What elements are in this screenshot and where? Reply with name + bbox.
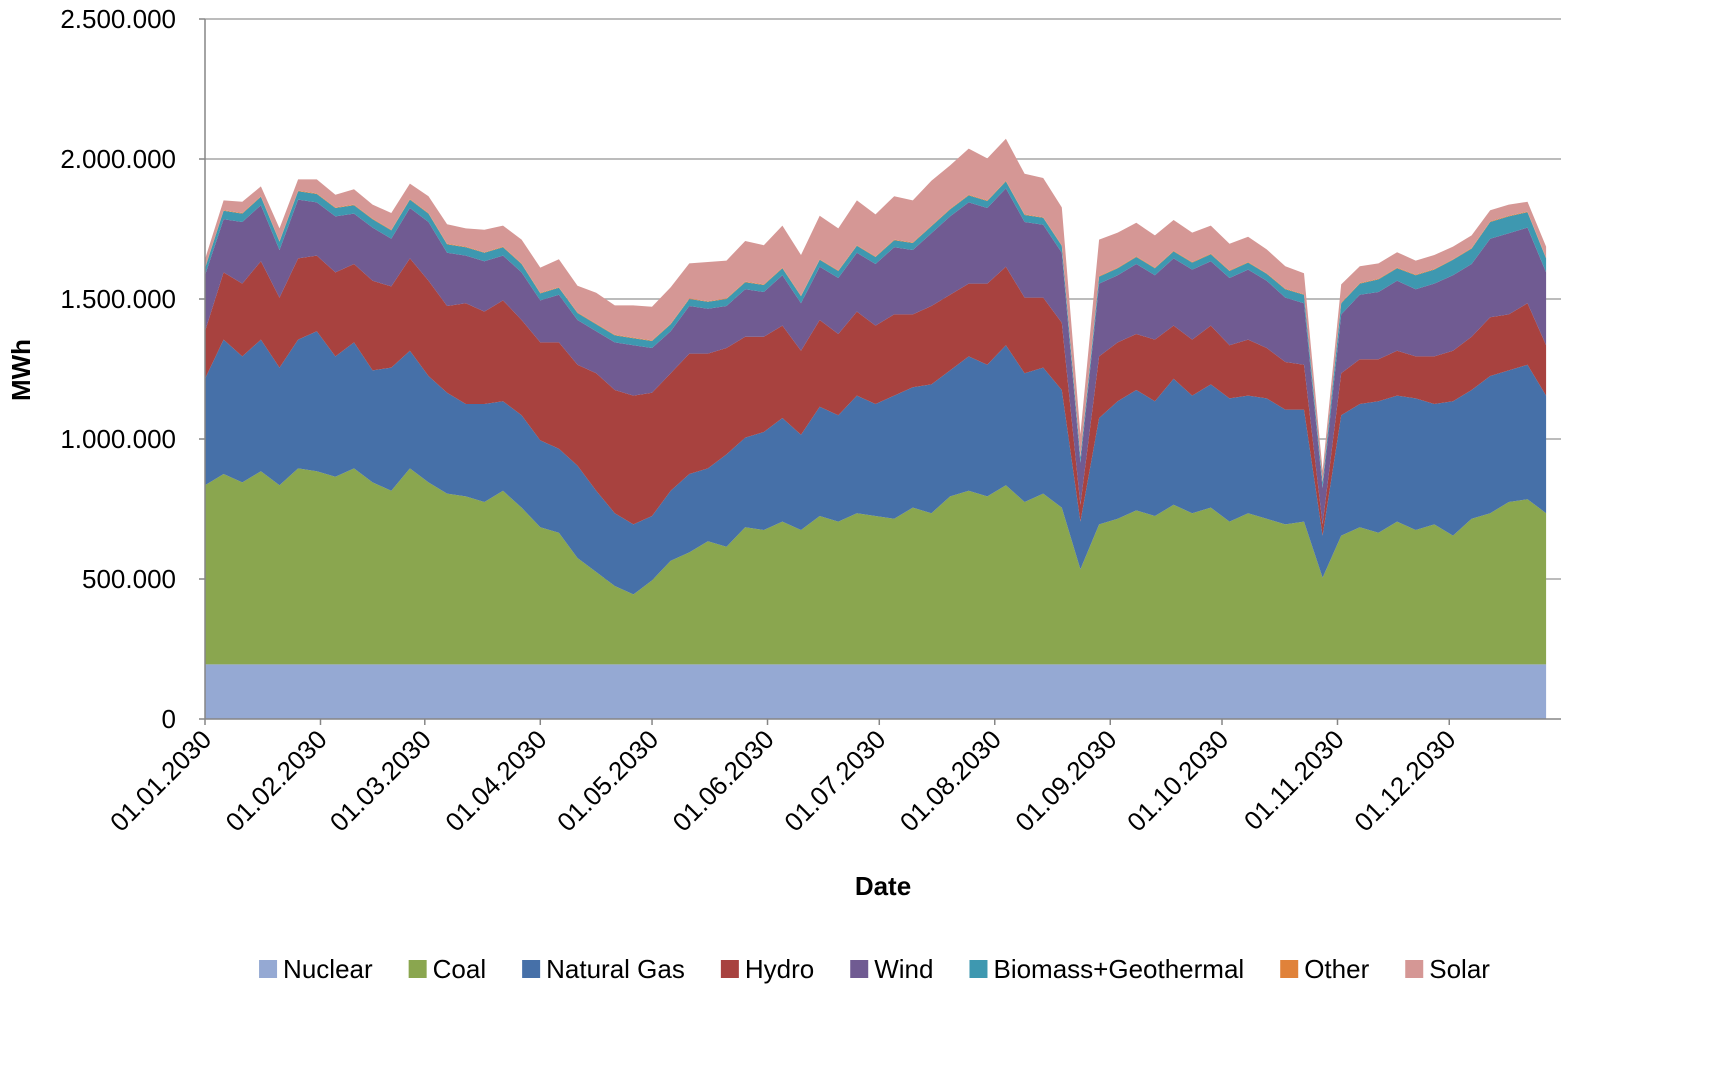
x-tick-label: 01.03.2030 [324,724,437,837]
x-axis-title: Date [855,871,911,901]
x-tick-label: 01.08.2030 [894,724,1007,837]
legend-label: Coal [433,954,486,984]
legend-swatch [408,960,427,978]
y-tick-label: 1.000.000 [60,424,176,454]
y-tick-label: 2.500.000 [60,4,176,34]
x-tick-label: 01.05.2030 [551,724,664,837]
x-tick-label: 01.09.2030 [1009,724,1122,837]
y-tick-label: 2.000.000 [60,144,176,174]
x-tick-label: 01.04.2030 [439,724,552,837]
legend-swatch [720,960,739,978]
x-tick-label: 01.06.2030 [667,724,780,837]
legend-item: Nuclear [259,954,373,984]
area [205,181,1547,488]
legend-label: Hydro [745,954,814,984]
x-tick-label: 01.12.2030 [1348,724,1461,837]
legend-label: Solar [1429,954,1490,984]
legend-item: Solar [1405,954,1490,984]
y-tick-label: 0 [162,704,176,734]
legend-label: Natural Gas [546,954,685,984]
legend-swatch [522,960,541,978]
axes [199,18,1561,725]
x-tick-label: 01.07.2030 [778,724,891,837]
area [205,468,1547,665]
area [205,664,1547,719]
legend-label: Nuclear [283,954,373,984]
legend-item: Natural Gas [522,954,685,984]
legend-label: Other [1304,954,1369,984]
legend-label: Wind [874,954,933,984]
legend-swatch [259,960,278,978]
y-tick-label: 1.500.000 [60,284,176,314]
areas [205,138,1547,719]
legend: Nuclear Coal Natural Gas Hydro Wind Biomass+G… [259,954,1490,984]
legend-swatch [1405,960,1424,978]
x-tick-label: 01.11.2030 [1238,724,1350,836]
legend-swatch [969,960,988,978]
x-tick-label: 01.02.2030 [219,724,332,837]
x-tick-label: 01.01.2030 [104,724,217,837]
legend-item: Biomass+Geothermal [969,954,1244,984]
legend-item: Hydro [720,954,814,984]
legend-item: Other [1280,954,1370,984]
legend-item: Coal [408,954,486,984]
area [205,188,1547,525]
y-axis-title: MWh [6,339,36,401]
area [205,255,1547,536]
legend-label: Biomass+Geothermal [993,954,1244,984]
legend-swatch [850,960,869,978]
legend-item: Wind [850,954,933,984]
area [205,331,1547,595]
y-tick-label: 500.000 [82,564,176,594]
x-tick-label: 01.10.2030 [1121,724,1234,837]
legend-swatch [1280,960,1299,978]
